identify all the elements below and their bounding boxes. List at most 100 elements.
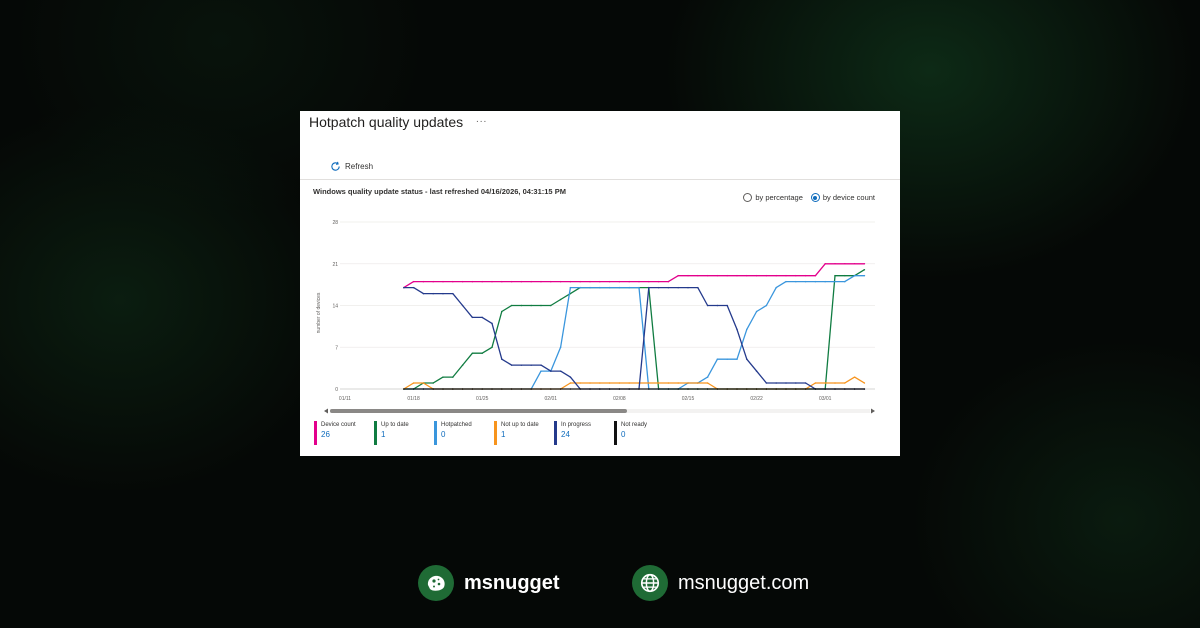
radio-label: by device count [822, 193, 875, 202]
data-point [804, 388, 807, 390]
data-point [618, 286, 621, 289]
data-point [697, 382, 699, 384]
website-link[interactable]: msnugget.com [632, 565, 809, 601]
chart-gridlines [340, 221, 875, 390]
data-point [863, 263, 866, 265]
data-point [432, 388, 434, 390]
legend-item[interactable]: Not up to date 1 [494, 421, 554, 445]
data-point [785, 388, 787, 390]
data-point [569, 388, 572, 390]
chart-scrollbar[interactable] [324, 408, 875, 414]
data-point [775, 382, 777, 384]
data-point [697, 286, 699, 289]
data-point [589, 388, 591, 390]
data-point [775, 274, 777, 277]
data-point [716, 388, 719, 390]
data-point [746, 328, 748, 331]
radio-by-device-count[interactable]: by device count [810, 193, 875, 202]
data-point [442, 292, 444, 295]
legend-item[interactable]: Up to date 1 [374, 421, 434, 445]
data-point [510, 364, 513, 366]
data-point [559, 280, 562, 283]
y-tick-label: 14 [332, 304, 338, 310]
legend-item[interactable]: Device count 26 [314, 421, 374, 445]
data-point [501, 388, 503, 390]
data-point [501, 310, 503, 313]
series-in-progress [403, 286, 866, 390]
data-point [657, 286, 660, 289]
data-point [814, 388, 817, 390]
data-point [628, 382, 630, 384]
legend-item[interactable]: Not ready 0 [614, 421, 674, 445]
data-point [755, 388, 758, 390]
brand[interactable]: msnugget [418, 565, 560, 601]
data-point [795, 388, 797, 390]
data-point [765, 274, 768, 277]
series-line [403, 275, 865, 390]
data-point [736, 274, 738, 277]
more-options-button[interactable]: ... [476, 114, 488, 125]
y-axis-label: number of devices [316, 292, 322, 333]
data-point [687, 382, 689, 384]
data-point [540, 370, 542, 372]
data-point [863, 268, 866, 271]
data-point [834, 388, 836, 390]
scroll-right-arrow[interactable] [871, 408, 875, 414]
data-point [824, 280, 826, 283]
data-point [657, 382, 660, 384]
data-point [834, 263, 836, 265]
y-tick-label: 7 [335, 345, 338, 351]
scroll-left-arrow[interactable] [324, 408, 328, 414]
x-tick-label: 02/01 [545, 396, 558, 402]
scrollbar-thumb[interactable] [330, 409, 627, 413]
data-point [618, 388, 621, 390]
data-point [550, 304, 552, 307]
x-tick-label: 02/15 [682, 396, 695, 402]
legend-value: 1 [381, 430, 386, 439]
radio-by-percentage[interactable]: by percentage [743, 193, 803, 202]
data-point [648, 280, 650, 283]
data-point [471, 388, 474, 390]
data-point [638, 280, 640, 283]
data-point [706, 376, 709, 378]
data-point [559, 346, 562, 348]
data-point [746, 358, 748, 360]
legend-item[interactable]: Hotpatched 0 [434, 421, 494, 445]
data-point [755, 274, 758, 277]
data-point [736, 358, 738, 360]
data-point [834, 280, 836, 283]
refresh-icon [331, 161, 340, 171]
site-url: msnugget.com [678, 571, 810, 594]
data-point [461, 388, 464, 390]
data-point [422, 388, 425, 390]
status-title: Windows quality update status - last ref… [313, 187, 566, 196]
data-point [687, 286, 689, 289]
radio-label: by percentage [755, 193, 803, 202]
data-point [422, 280, 425, 283]
data-point [412, 382, 415, 384]
data-point [667, 286, 670, 289]
data-point [579, 382, 581, 384]
data-point [432, 280, 434, 283]
data-point [765, 388, 768, 390]
data-point [520, 364, 523, 366]
data-point [550, 280, 552, 283]
data-point [608, 382, 611, 384]
data-point [481, 352, 483, 354]
data-point [677, 274, 679, 277]
legend-label: Hotpatched [441, 422, 472, 428]
data-point [814, 274, 817, 277]
data-point [569, 286, 572, 289]
data-point [501, 280, 503, 283]
globe-icon [632, 565, 668, 601]
data-point [530, 280, 532, 283]
data-point [844, 388, 846, 390]
legend-item[interactable]: In progress 24 [554, 421, 614, 445]
data-point [853, 274, 856, 277]
refresh-button[interactable]: Refresh [330, 161, 373, 172]
data-point [481, 316, 483, 319]
data-point [412, 286, 415, 289]
data-point [706, 274, 709, 277]
data-point [510, 280, 513, 283]
data-point [834, 274, 836, 277]
